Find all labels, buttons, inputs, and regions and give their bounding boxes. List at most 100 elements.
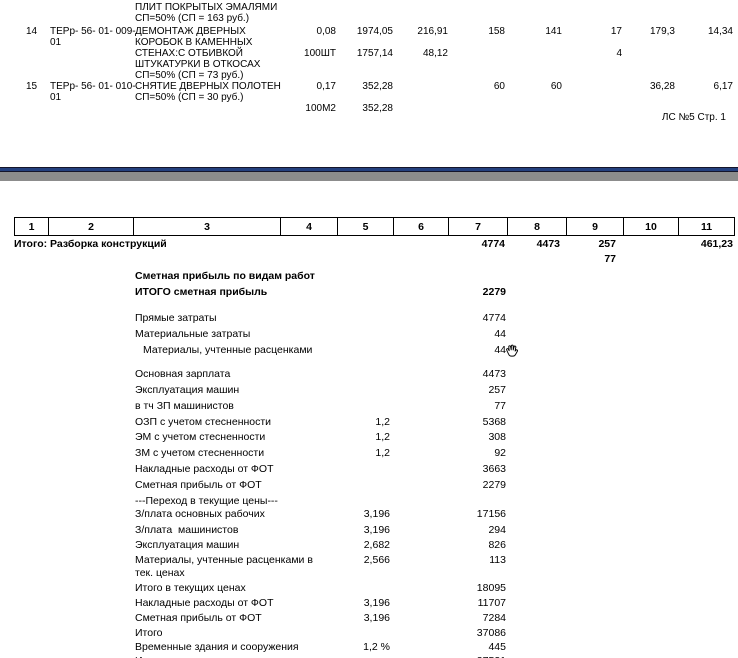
coefficient-value: 2,682 <box>363 539 390 551</box>
summary-row-label: З/плата машинистов <box>135 524 239 536</box>
summary-row-label: тек. ценах <box>135 567 185 579</box>
summary-row-value: 2279 <box>482 286 506 298</box>
summary-row-label: ---Переход в текущие цены--- <box>135 495 278 507</box>
summary-row: Сметная прибыль по видам работ <box>0 270 738 284</box>
coefficient-value: 2,566 <box>363 554 390 566</box>
column-header: 7 <box>448 218 507 235</box>
quantity-value: 0,17 <box>316 81 336 92</box>
coefficient-value: 3,196 <box>363 597 390 609</box>
summary-row: Итого в текущих ценах 18095 <box>0 582 738 596</box>
summary-row: тек. ценах <box>0 567 738 581</box>
page-break-divider <box>0 171 738 172</box>
summary-row-value: 37086 <box>476 627 506 639</box>
coefficient-value: 1,2 <box>375 431 390 443</box>
summary-row: ---Переход в текущие цены--- <box>0 495 738 509</box>
coefficient-value: 3,196 <box>363 612 390 624</box>
table-row: 15 ТЕРр- 56- 01- 010- СНЯТИЕ ДВЕРНЫХ ПОЛ… <box>0 81 738 92</box>
coefficient-value: 3,196 <box>363 524 390 536</box>
summary-row: ОЗП с учетом стесненности 1,2 5368 <box>0 416 738 430</box>
summary-row-value: 113 <box>489 554 506 566</box>
norm-code: ТЕРр- 56- 01- 009- <box>50 26 136 37</box>
summary-row: Эксплуатация машин 2,682 826 <box>0 539 738 553</box>
summary-row: Основная зарплата 4473 <box>0 368 738 382</box>
summary-row: Накладные расходы от ФОТ 3663 <box>0 463 738 477</box>
summary-row-label: Накладные расходы от ФОТ <box>135 463 274 475</box>
summary-row-label: Материальные затраты <box>135 328 251 340</box>
column-header: 1 <box>28 220 35 233</box>
section-total-value: 4473 <box>536 238 560 250</box>
table-row: 14 ТЕРр- 56- 01- 009- ДЕМОНТАЖ ДВЕРНЫХ 0… <box>0 26 738 37</box>
summary-row-label: в тч ЗП машинистов <box>135 400 234 412</box>
norm-code: 01 <box>50 92 62 103</box>
column-header: 4 <box>280 218 337 235</box>
summary-row-value: 5368 <box>482 416 506 428</box>
page-footer: ЛС №5 Стр. 1 <box>661 112 726 123</box>
table-row: ПЛИТ ПОКРЫТЫХ ЭМАЛЯМИ <box>0 2 738 13</box>
summary-row-value: 37531 <box>477 655 506 658</box>
summary-row-value: 17156 <box>476 508 506 520</box>
summary-row: Материалы, учтенные расценками в 2,566 1… <box>0 554 738 568</box>
summary-row-value: 2279 <box>482 479 506 491</box>
page-break-divider <box>0 168 738 171</box>
summary-row: Сметная прибыль от ФОТ 3,196 7284 <box>0 612 738 626</box>
column-header: 5 <box>337 218 393 235</box>
summary-row-label: Итого в текущих ценах <box>135 582 246 594</box>
row-number: 14 <box>26 26 38 37</box>
summary-row-label: ОЗП с учетом стесненности <box>135 416 272 428</box>
section-total-value: 4774 <box>481 238 505 250</box>
summary-row-value: 308 <box>488 431 506 443</box>
section-total-value: 77 <box>604 253 616 265</box>
cell-value: 17 <box>610 26 622 37</box>
summary-row-label: Эксплуатация машин <box>135 539 240 551</box>
cell-value: 158 <box>488 26 505 37</box>
cell-value: 48,12 <box>422 48 448 59</box>
summary-row-value: 44 <box>494 328 506 340</box>
summary-row-value: 4774 <box>482 312 506 324</box>
work-description: ПЛИТ ПОКРЫТЫХ ЭМАЛЯМИ <box>135 2 278 13</box>
column-header: 3 <box>133 218 280 235</box>
summary-row-label: З/плата основных рабочих <box>135 508 265 520</box>
cell-value: 141 <box>545 26 562 37</box>
summary-row: З/плата машинистов 3,196 294 <box>0 524 738 538</box>
summary-row-label: Эксплуатация машин <box>135 384 240 396</box>
table-row: 100М2 352,28 <box>0 103 738 114</box>
unit-cost-value: 352,28 <box>362 81 393 92</box>
summary-row-label: Временные здания и сооружения <box>135 641 299 653</box>
norm-code: ТЕРр- 56- 01- 010- <box>50 81 136 92</box>
section-total-value: 461,23 <box>700 238 733 250</box>
summary-row-value: 257 <box>488 384 506 396</box>
summary-row-label: Итого <box>135 655 163 658</box>
section-total-label: Итого: Разборка конструкций <box>14 238 167 250</box>
summary-section-title: Сметная прибыль по видам работ <box>135 270 315 282</box>
column-header: 8 <box>507 218 566 235</box>
summary-row: З/плата основных рабочих 3,196 17156 <box>0 508 738 522</box>
cell-value: 6,17 <box>713 81 733 92</box>
summary-row-label: ИТОГО сметная прибыль <box>135 286 268 298</box>
summary-row-value: 4473 <box>482 368 506 380</box>
unit-label: 100ШТ <box>304 48 336 59</box>
work-description: СП=50% (СП = 163 руб.) <box>135 13 250 24</box>
summary-row-label: Материалы, учтенные расценками <box>143 344 313 356</box>
work-description: СТЕНАХ:С ОТБИВКОЙ <box>135 48 243 59</box>
summary-row-value: 77 <box>494 400 506 412</box>
cell-value: 14,34 <box>707 26 733 37</box>
column-header: 6 <box>393 218 448 235</box>
summary-row-value: 445 <box>488 641 506 653</box>
summary-row: в тч ЗП машинистов 77 <box>0 400 738 414</box>
cell-value: 36,28 <box>649 81 675 92</box>
summary-row: Материалы, учтенные расценками 44 <box>0 344 738 358</box>
work-description: СП=50% (СП = 30 руб.) <box>135 92 244 103</box>
summary-row: Материальные затраты 44 <box>0 328 738 342</box>
summary-row-label: Сметная прибыль от ФОТ <box>135 612 262 624</box>
summary-row-label: Прямые затраты <box>135 312 217 324</box>
cell-value: 60 <box>493 81 505 92</box>
section-total-value: 257 <box>598 238 616 250</box>
summary-row: Прямые затраты 4774 <box>0 312 738 326</box>
summary-row: ЗМ с учетом стесненности 1,2 92 <box>0 447 738 461</box>
summary-row: ЭМ с учетом стесненности 1,2 308 <box>0 431 738 445</box>
column-number-header-row: 1 2 3 4 5 6 7 8 9 10 11 <box>14 217 735 236</box>
column-header: 10 <box>623 218 678 235</box>
summary-row: ИТОГО сметная прибыль 2279 <box>0 286 738 300</box>
summary-row-label: ЭМ с учетом стесненности <box>135 431 266 443</box>
